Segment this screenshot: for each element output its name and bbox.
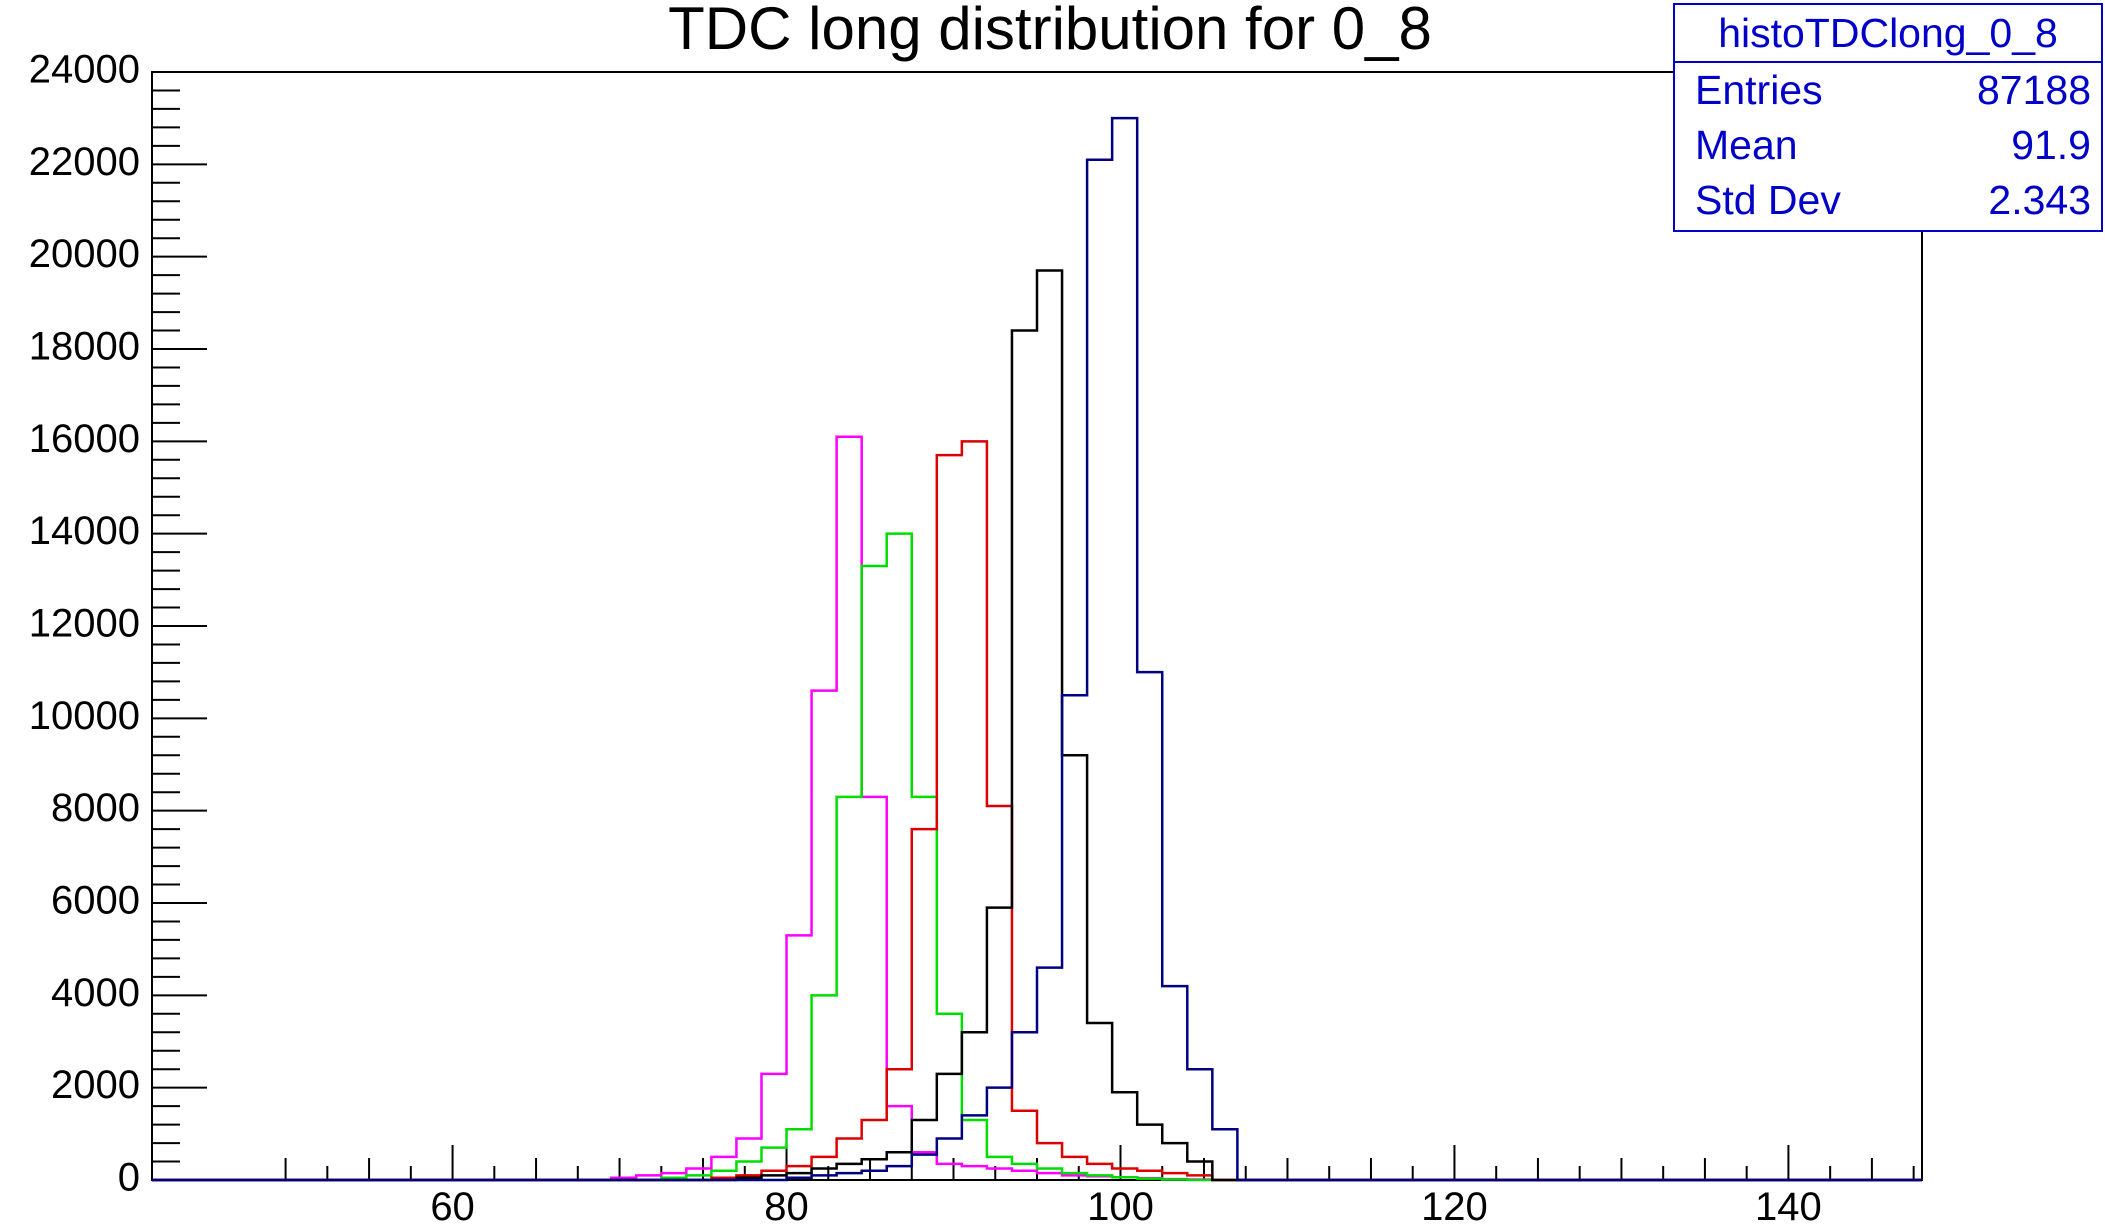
stats-label-stddev: Std Dev: [1695, 177, 1841, 223]
stats-row-entries: Entries 87188: [1675, 63, 2101, 118]
y-tick-label: 22000: [29, 140, 140, 184]
y-tick-label: 18000: [29, 325, 140, 369]
chart-title: TDC long distribution for 0_8: [668, 0, 1432, 62]
series-2-histogram: [152, 440, 1922, 1182]
stats-row-mean: Mean 91.9: [1675, 118, 2101, 173]
stats-row-stddev: Std Dev 2.343: [1675, 173, 2101, 228]
x-axis: 60 80 100 120 140: [284, 1145, 1915, 1229]
y-tick-label: 24000: [29, 48, 140, 92]
stats-value-entries: 87188: [1976, 67, 2091, 113]
series-3-histogram: [152, 269, 1922, 1182]
stats-label-mean: Mean: [1695, 122, 1798, 168]
y-tick-label: 8000: [51, 786, 140, 830]
stats-title: histoTDClong_0_8: [1675, 5, 2101, 63]
stats-box: histoTDClong_0_8 Entries 87188 Mean 91.9…: [1673, 3, 2103, 232]
y-tick-label: 10000: [29, 694, 140, 738]
x-tick-label: 140: [1755, 1185, 1822, 1229]
y-tick-label: 20000: [29, 232, 140, 276]
y-tick-label: 4000: [51, 971, 140, 1015]
stats-value-stddev: 2.343: [1988, 177, 2091, 223]
series-layer: [152, 116, 1922, 1182]
y-tick-label: 0: [118, 1156, 140, 1200]
y-tick-label: 16000: [29, 417, 140, 461]
y-tick-label: 12000: [29, 602, 140, 646]
x-tick-label: 100: [1087, 1185, 1154, 1229]
y-tick-label: 6000: [51, 879, 140, 923]
y-axis: 0 2000 4000 6000 8000 10000 12000 14000 16000 180…: [29, 48, 207, 1200]
x-tick-label: 60: [430, 1185, 475, 1229]
x-tick-label: 120: [1421, 1185, 1488, 1229]
series-1-histogram: [152, 532, 1922, 1182]
x-tick-label: 80: [764, 1185, 809, 1229]
stats-label-entries: Entries: [1695, 67, 1823, 113]
series-0-histogram: [152, 435, 1922, 1182]
stats-value-mean: 91.9: [2011, 122, 2091, 168]
y-tick-label: 2000: [51, 1063, 140, 1107]
series-4-histogram: [152, 116, 1922, 1182]
y-tick-label: 14000: [29, 509, 140, 553]
